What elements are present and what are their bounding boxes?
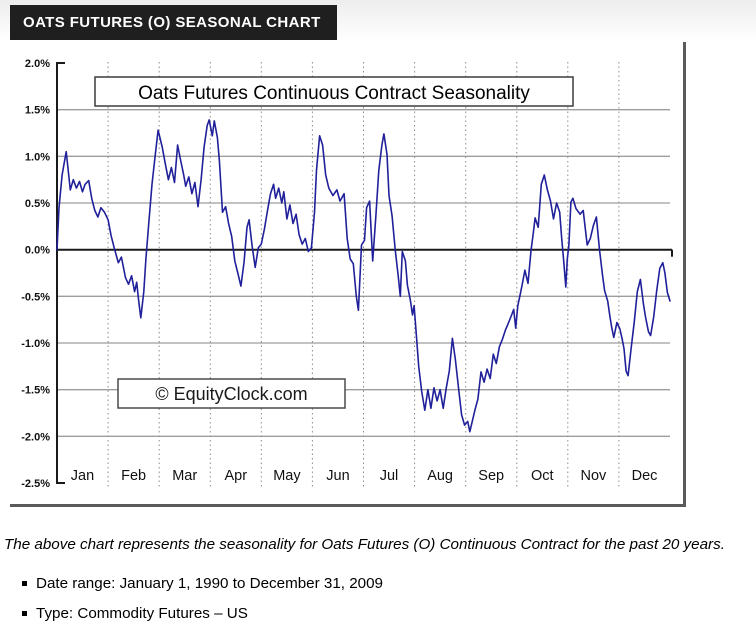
seasonal-chart: 2.0% 1.5% 1.0% 0.5% 0.0% -0.5% -1.0% -1.5% -2.0%… — [21, 58, 673, 490]
watermark-box — [117, 378, 346, 409]
page-title: OATS FUTURES (O) SEASONAL CHART — [23, 14, 321, 31]
month-label: Jun — [326, 468, 349, 484]
list-item: Type: Commodity Futures – US — [22, 605, 756, 622]
y-axis-label: -2.5% — [21, 478, 50, 490]
y-axis-label: -1.0% — [21, 338, 50, 350]
chart-title: Oats Futures Continuous Contract Seasona… — [138, 83, 530, 104]
month-label: Nov — [581, 468, 608, 484]
month-label: May — [273, 468, 301, 484]
detail-date-range: Date range: January 1, 1990 to December … — [36, 575, 384, 592]
y-axis-label: 2.0% — [25, 58, 50, 70]
month-label: Jan — [71, 468, 94, 484]
detail-type: Type: Commodity Futures – US — [36, 605, 248, 622]
y-axis-label: -0.5% — [21, 291, 50, 303]
watermark-text: © EquityClock.com — [155, 384, 307, 404]
y-axis-label: -1.5% — [21, 385, 50, 397]
chart-title-box — [94, 76, 574, 107]
chart-caption: The above chart represents the seasonali… — [4, 536, 725, 554]
month-label: Dec — [632, 468, 658, 484]
y-axis-label: 1.0% — [25, 151, 50, 163]
month-label: Sep — [478, 468, 504, 484]
month-label: Mar — [172, 468, 197, 484]
month-label: Apr — [225, 468, 248, 484]
month-label: Feb — [121, 468, 146, 484]
y-axis-label: 0.5% — [25, 198, 50, 210]
page-header-bar: OATS FUTURES (O) SEASONAL CHART — [10, 5, 337, 40]
y-axis-label: -2.0% — [21, 431, 50, 443]
month-label: Jul — [380, 468, 399, 484]
chart-frame — [10, 42, 686, 507]
month-label: Aug — [427, 468, 453, 484]
y-axis-label: 1.5% — [25, 105, 50, 117]
details-list: Date range: January 1, 1990 to December … — [0, 575, 756, 635]
y-axis-label: 0.0% — [25, 245, 50, 257]
bullet-square-icon — [22, 581, 27, 586]
list-item: Date range: January 1, 1990 to December … — [22, 575, 756, 592]
seasonality-line — [56, 119, 671, 433]
bullet-square-icon — [22, 611, 27, 616]
month-label: Oct — [531, 468, 554, 484]
